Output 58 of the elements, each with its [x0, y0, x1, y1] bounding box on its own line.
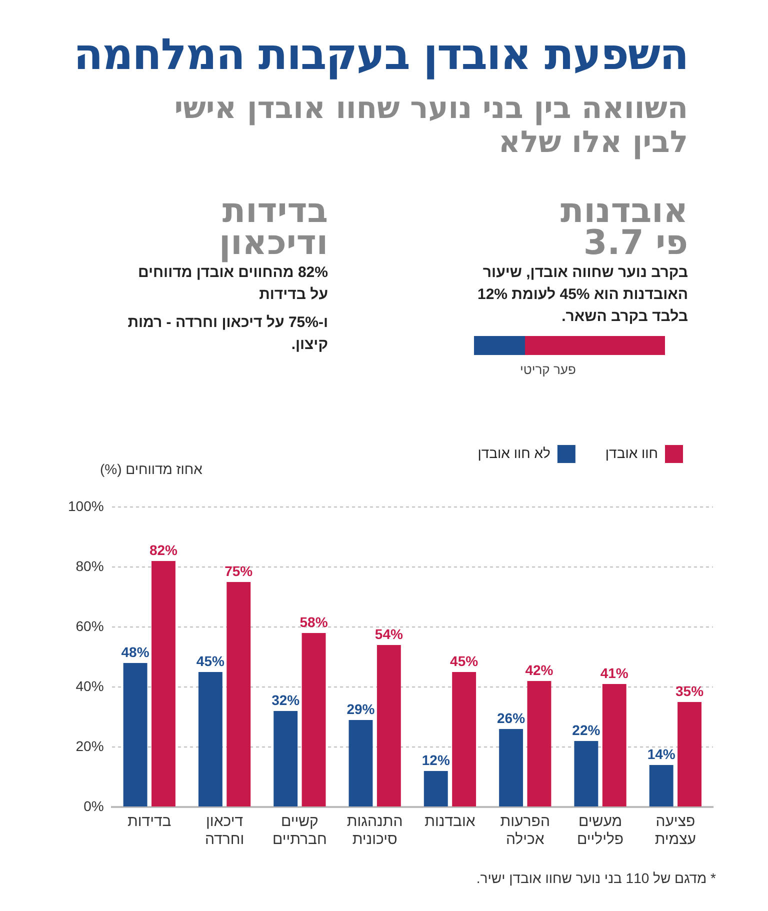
x-tick-label: אובדנות [424, 813, 476, 830]
bar [151, 561, 176, 806]
data-label: 14% [647, 746, 676, 762]
x-tick-label: פציעה עצמית [654, 813, 696, 848]
x-tick-label: בדידות [128, 813, 172, 830]
data-label: 48% [121, 644, 150, 660]
text: בקרב נוער שחווה אובדן, שיעור האובדנות הוא 45% לעומת 12% בלבד בקרב השאר. [476, 263, 688, 327]
bar [302, 633, 326, 806]
bar [274, 711, 298, 806]
text: * מדגם של 110 בני נוער שחוו אובדן ישיר. [476, 870, 716, 886]
x-tick-label: מעשים פליליים [576, 813, 624, 848]
bar [499, 729, 524, 806]
bar [376, 645, 401, 806]
text: 82% מהחווים אובדן מדווחים על בדידות [137, 263, 328, 305]
legend-label: חוו אובדן [605, 444, 658, 461]
bar [348, 720, 373, 806]
bar [649, 765, 674, 806]
data-label: 12% [422, 752, 450, 768]
bar [452, 672, 476, 806]
bar [527, 681, 552, 806]
text: בדידות ודיכאון [218, 191, 328, 263]
bar [123, 663, 148, 806]
data-label: 26% [497, 710, 526, 726]
bar [602, 684, 626, 806]
data-label: 32% [272, 692, 300, 708]
bar [424, 771, 448, 806]
y-tick-label: 20% [76, 738, 104, 754]
chart-subtitle: השוואה בין בני נוער שחוו אובדן אישי לבין אלו שלא [173, 91, 688, 160]
text: ו-75% על דיכאון וחרדה - רמות קיצון. [126, 313, 328, 355]
data-label: 29% [346, 700, 376, 717]
y-tick-label: 100% [68, 498, 104, 514]
x-tick-label: דיכאון וחרדה [204, 813, 244, 848]
data-label: 54% [374, 626, 404, 642]
legend-label: לא חוו אובדן [478, 444, 550, 461]
data-label: 82% [149, 542, 178, 558]
y-tick-label: 60% [76, 618, 104, 634]
data-label: 41% [600, 664, 629, 681]
data-label: 22% [572, 722, 601, 738]
y-tick-label: 80% [76, 558, 104, 574]
y-axis-title: אחוז מדווחים (%) [100, 461, 202, 477]
bar [574, 741, 598, 806]
bar [226, 582, 251, 806]
text: אובדנות פי 3.7 [560, 191, 688, 263]
x-tick-label: התנהגות סיכונית [346, 813, 403, 848]
y-tick-label: 0% [84, 798, 104, 814]
data-label: 35% [676, 682, 704, 699]
data-label: 75% [224, 562, 254, 579]
data-label: 58% [300, 614, 328, 630]
chart-title: השפעת אובדן בעקבות המלחמה [72, 30, 688, 80]
x-tick-label: הפרעות אכילה [500, 813, 550, 848]
text: פער קריטי [520, 362, 576, 377]
data-label: 45% [196, 652, 225, 669]
bar [678, 702, 702, 806]
bar [198, 672, 222, 806]
y-tick-label: 40% [76, 678, 104, 694]
data-label: 45% [450, 652, 479, 669]
x-tick-label: קשיים חברתיים [272, 813, 327, 848]
data-label: 42% [525, 662, 554, 678]
